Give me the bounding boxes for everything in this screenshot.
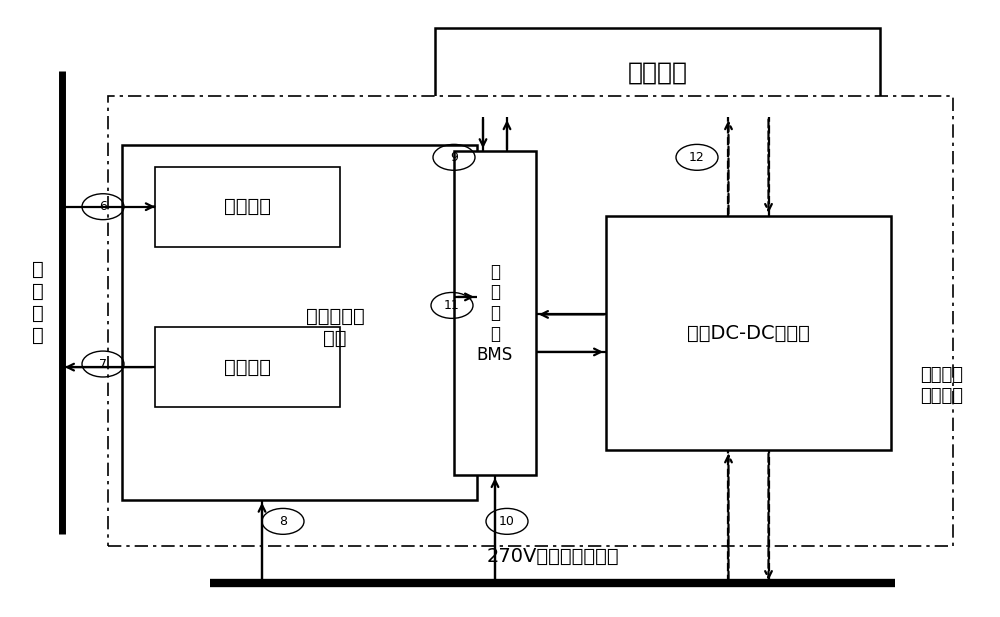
- Bar: [454, 151, 536, 475]
- Text: 双向能量
控制单元: 双向能量 控制单元: [920, 366, 964, 405]
- Text: 8: 8: [279, 515, 287, 528]
- Text: 信
息
总
线: 信 息 总 线: [32, 260, 44, 345]
- Text: 7: 7: [99, 357, 107, 371]
- Text: 11: 11: [444, 299, 460, 312]
- Bar: [435, 28, 880, 117]
- Bar: [606, 216, 891, 450]
- Bar: [108, 96, 953, 546]
- Text: 双向DC-DC变换器: 双向DC-DC变换器: [687, 324, 810, 342]
- Text: 6: 6: [99, 200, 107, 213]
- Text: 270V高压直流汇流条: 270V高压直流汇流条: [486, 547, 619, 566]
- Text: 10: 10: [499, 515, 515, 528]
- Text: 控制及监控
模块: 控制及监控 模块: [306, 307, 364, 347]
- Bar: [155, 327, 340, 407]
- Text: 12: 12: [689, 151, 705, 164]
- Text: 采集模块: 采集模块: [224, 197, 271, 216]
- Text: 储
能
元
件
BMS: 储 能 元 件 BMS: [477, 262, 513, 364]
- Text: 9: 9: [450, 151, 458, 164]
- Text: 储能元件: 储能元件: [628, 60, 688, 85]
- Bar: [122, 145, 477, 500]
- Bar: [155, 167, 340, 247]
- Text: 反馈模块: 反馈模块: [224, 358, 271, 376]
